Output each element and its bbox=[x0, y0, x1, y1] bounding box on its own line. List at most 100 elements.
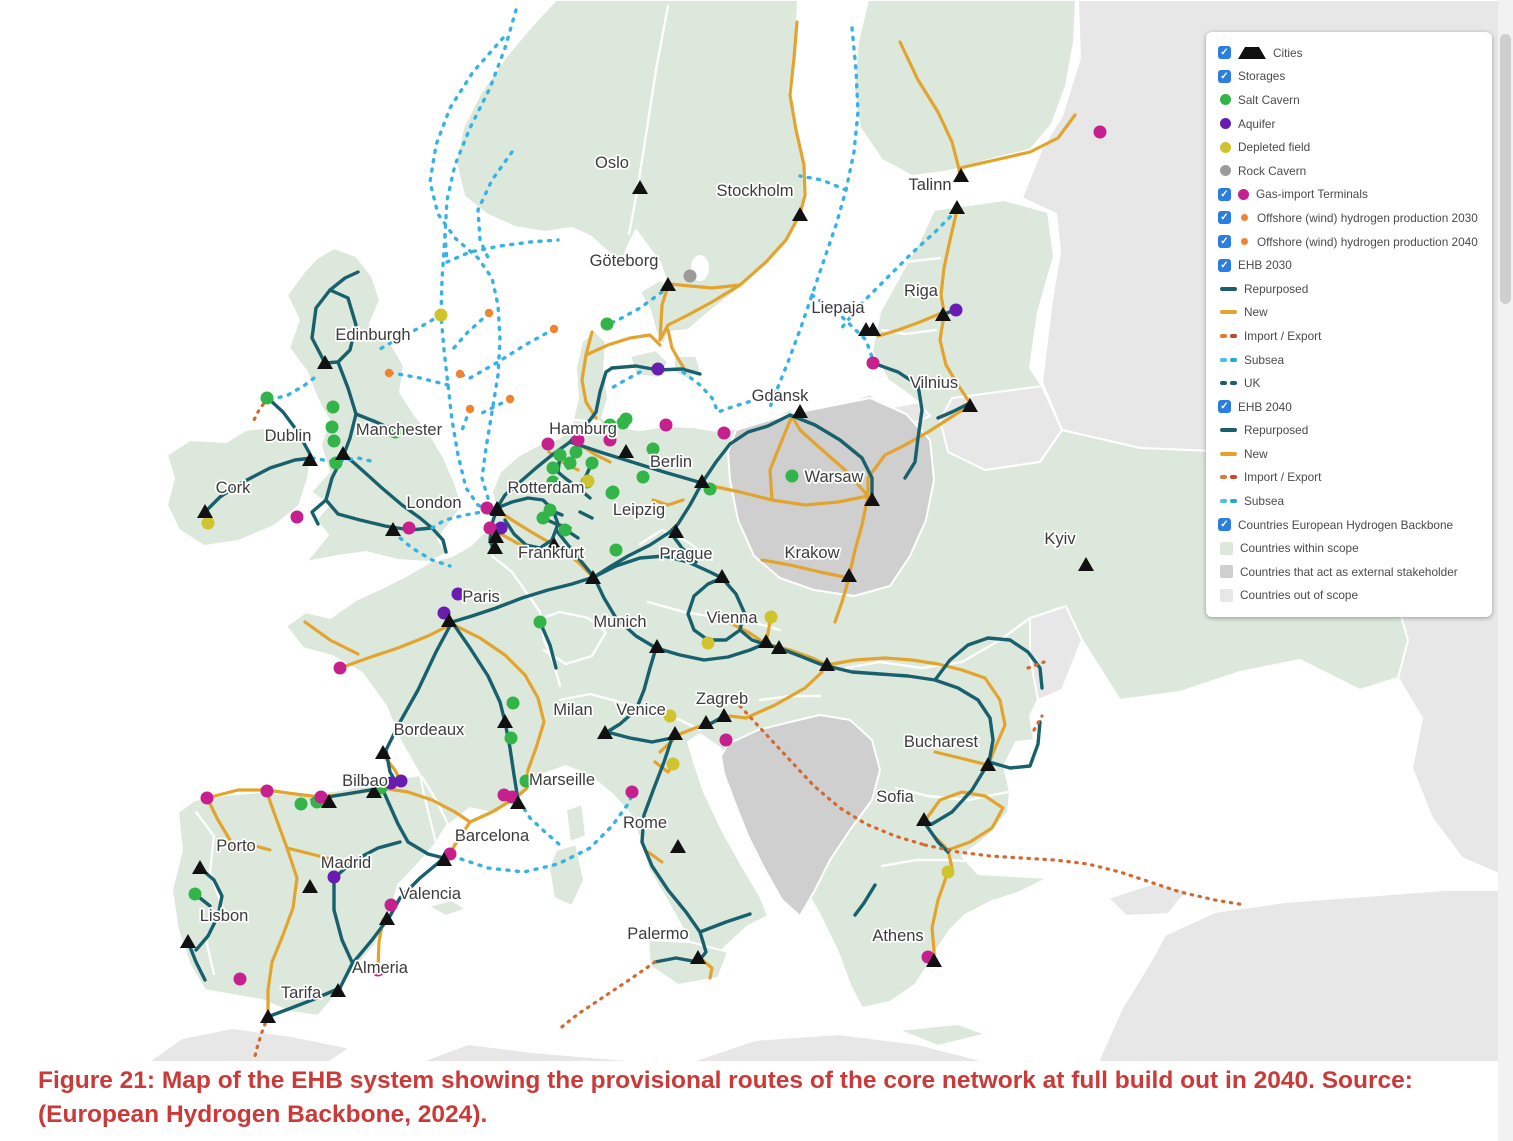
pipeline-subsea bbox=[387, 371, 450, 387]
legend-label-ehb-2030: EHB 2030 bbox=[1238, 258, 1292, 273]
pipeline-subsea bbox=[391, 530, 452, 568]
offshore-wind-hydrogen bbox=[465, 404, 475, 414]
city-label-london: London bbox=[406, 494, 461, 512]
legend-checkbox-countries-ehb[interactable]: ✓ bbox=[1218, 518, 1231, 532]
pipeline-subsea bbox=[439, 233, 492, 514]
city-marker-oslo bbox=[632, 180, 648, 194]
legend-label-countries-out: Countries out of scope bbox=[1240, 588, 1359, 603]
gas-import-terminal bbox=[384, 898, 398, 912]
storage-salt-cavern bbox=[569, 445, 583, 459]
offshore-wind-hydrogen bbox=[484, 308, 494, 318]
storage-depleted-field bbox=[581, 474, 595, 488]
city-marker-stockholm bbox=[792, 207, 808, 221]
storage-salt-cavern bbox=[325, 420, 339, 434]
city-label-frankfurt: Frankfurt bbox=[518, 544, 584, 562]
storage-depleted-field bbox=[663, 709, 677, 723]
pipeline-repurposed bbox=[788, 413, 874, 498]
legend-checkbox-ehb-2030[interactable]: ✓ bbox=[1218, 258, 1231, 272]
legend-label-subsea-2040: Subsea bbox=[1244, 494, 1285, 509]
city-marker-madrid bbox=[302, 879, 318, 893]
legend-checkbox-ehb-2040[interactable]: ✓ bbox=[1218, 400, 1231, 414]
legend-item-uk-2030: UK bbox=[1218, 371, 1480, 395]
city-label-venice: Venice bbox=[616, 701, 666, 719]
gas-import-terminal bbox=[371, 963, 385, 977]
page-scrollbar[interactable] bbox=[1498, 0, 1513, 1141]
storage-salt-cavern bbox=[388, 425, 402, 439]
pipeline-new bbox=[790, 414, 870, 498]
legend-swatch-depleted-field bbox=[1220, 141, 1231, 153]
pipeline-new bbox=[958, 113, 1077, 170]
storage-aquifer bbox=[394, 774, 408, 788]
pipeline-subsea bbox=[606, 370, 642, 392]
legend-label-import-export-2040: Import / Export bbox=[1244, 470, 1322, 485]
legend-label-subsea-2030: Subsea bbox=[1244, 352, 1285, 367]
storage-salt-cavern bbox=[646, 442, 660, 456]
legend-checkbox-storages[interactable]: ✓ bbox=[1218, 69, 1231, 83]
storage-aquifer bbox=[327, 870, 341, 884]
figure-caption: Figure 21: Map of the EHB system showing… bbox=[38, 1067, 1413, 1129]
storage-depleted-field bbox=[701, 636, 715, 650]
city-marker-venice bbox=[667, 726, 683, 740]
legend-checkbox-cities[interactable]: ✓ bbox=[1218, 46, 1231, 60]
city-label-edinburgh: Edinburgh bbox=[335, 326, 410, 344]
city-marker-porto bbox=[192, 860, 208, 874]
gas-import-terminal bbox=[571, 433, 585, 447]
region-outscope bbox=[147, 1027, 351, 1062]
scrollbar-thumb[interactable] bbox=[1500, 34, 1511, 304]
legend-swatch-countries-out bbox=[1220, 588, 1233, 602]
pipeline-new bbox=[939, 208, 959, 314]
pipeline-new bbox=[922, 790, 1005, 852]
legend-item-import-export-2030: Import / Export bbox=[1218, 324, 1480, 348]
city-label-bucharest: Bucharest bbox=[904, 733, 979, 751]
pipeline-repurposed bbox=[538, 620, 558, 670]
storage-salt-cavern bbox=[636, 470, 650, 484]
pipeline-subsea bbox=[798, 174, 848, 192]
legend-swatch-import-export-2030 bbox=[1220, 333, 1237, 338]
legend-swatch-countries-within bbox=[1220, 541, 1233, 555]
city-label-krakow: Krakow bbox=[784, 544, 839, 562]
pipeline-subsea bbox=[838, 208, 959, 332]
legend-swatch-subsea-2040 bbox=[1220, 499, 1237, 504]
pipeline-repurposed bbox=[268, 986, 342, 1018]
storage-salt-cavern bbox=[519, 774, 533, 788]
gas-import-terminal bbox=[625, 785, 639, 799]
legend-label-ehb-2040: EHB 2040 bbox=[1238, 399, 1292, 414]
legend-label-cities: Cities bbox=[1273, 45, 1303, 60]
pipeline-repurposed bbox=[871, 361, 924, 480]
region-external bbox=[720, 714, 881, 917]
legend-item-salt-cavern: Salt Cavern bbox=[1218, 88, 1480, 112]
legend-item-repurposed-2030: Repurposed bbox=[1218, 277, 1480, 301]
storage-salt-cavern bbox=[563, 456, 577, 470]
pipeline-repurposed bbox=[450, 575, 596, 624]
city-label-madrid: Madrid bbox=[321, 854, 371, 872]
storage-salt-cavern bbox=[260, 391, 274, 405]
city-marker-cork bbox=[197, 504, 213, 518]
pipeline-subsea bbox=[450, 791, 635, 874]
country-border bbox=[194, 810, 224, 976]
legend-label-uk-2030: UK bbox=[1244, 376, 1261, 391]
city-marker bbox=[321, 794, 337, 808]
legend-label-repurposed-2030: Repurposed bbox=[1244, 281, 1309, 296]
city-marker-athens bbox=[926, 953, 942, 967]
city-label-tarifa: Tarifa bbox=[281, 984, 322, 1002]
country-border bbox=[878, 256, 942, 264]
storage-salt-cavern bbox=[600, 317, 614, 331]
pipeline-repurposed bbox=[605, 730, 674, 744]
city-label-marseille: Marseille bbox=[529, 771, 595, 789]
legend-checkbox-gas-import-terminals[interactable]: ✓ bbox=[1218, 187, 1231, 201]
pipeline-subsea bbox=[460, 407, 472, 432]
city-marker-bilbao bbox=[366, 784, 382, 798]
storage-salt-cavern bbox=[605, 486, 619, 500]
city-marker-tarifa bbox=[260, 1009, 276, 1023]
legend-checkbox-offshore-2040[interactable]: ✓ bbox=[1218, 235, 1231, 249]
legend-checkbox-offshore-2030[interactable]: ✓ bbox=[1218, 211, 1231, 225]
region-outscope bbox=[1097, 889, 1513, 1062]
legend-item-countries-within: Countries within scope bbox=[1218, 536, 1480, 560]
country-border bbox=[646, 600, 782, 632]
pipeline-repurposed bbox=[310, 498, 328, 526]
city-marker bbox=[698, 715, 714, 729]
country-border bbox=[420, 775, 450, 845]
city-label-kyiv: Kyiv bbox=[1044, 530, 1076, 548]
pipeline-subsea bbox=[716, 390, 778, 414]
city-label-barcelona: Barcelona bbox=[455, 827, 530, 845]
